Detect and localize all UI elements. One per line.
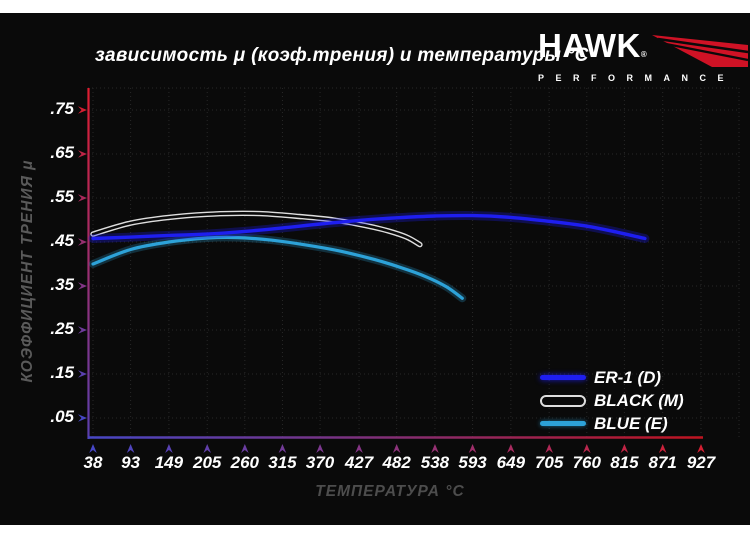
x-tick-label: 705 <box>534 453 564 472</box>
x-tick-arrow <box>507 444 515 453</box>
x-tick-label: 93 <box>121 453 141 472</box>
series-blue-line <box>91 235 464 300</box>
x-tick-arrow <box>658 444 667 453</box>
legend-swatch-black <box>540 394 586 407</box>
x-tick-arrow <box>278 444 287 453</box>
x-tick-label: 927 <box>686 453 716 472</box>
registered-mark: ® <box>640 50 648 59</box>
x-tick-arrow <box>468 444 477 453</box>
x-tick-label: 482 <box>382 453 411 472</box>
x-tick-label: 760 <box>572 453 601 472</box>
series-er1-line <box>91 213 647 241</box>
y-tick-label: .45 <box>50 231 74 250</box>
x-tick-arrow <box>355 444 363 453</box>
axes <box>87 88 703 439</box>
y-tick-label: .15 <box>50 363 74 382</box>
legend-row-black: BLACK (M) <box>540 389 684 412</box>
x-tick-arrow <box>582 444 591 453</box>
x-tick-arrow <box>89 444 97 453</box>
legend: ER-1 (D) BLACK (M) BLUE (E) <box>540 366 684 435</box>
y-tick-arrow <box>78 106 87 114</box>
x-tick-label: 260 <box>230 453 260 472</box>
y-tick-label: .05 <box>50 407 74 426</box>
y-tick-arrow <box>78 194 87 202</box>
y-tick-arrow <box>78 326 87 334</box>
x-tick-label: 593 <box>458 453 487 472</box>
x-tick-arrow <box>697 444 705 453</box>
x-tick-arrow <box>392 444 401 453</box>
x-tick-label: 649 <box>496 453 526 472</box>
x-tick-label: 370 <box>305 453 335 472</box>
y-tick-arrow <box>78 282 87 290</box>
series-black-core <box>91 212 422 246</box>
x-tick-label: 871 <box>648 453 677 472</box>
x-tick-label: 538 <box>420 453 450 472</box>
x-tick-label: 149 <box>154 453 184 472</box>
x-tick-label: 315 <box>268 453 297 472</box>
x-tick-arrow <box>431 444 439 453</box>
y-tick-arrow <box>78 414 87 422</box>
legend-label-black: BLACK (M) <box>594 390 684 410</box>
y-tick-arrow <box>78 238 87 246</box>
y-tick-label: .35 <box>50 275 74 294</box>
series-curves <box>88 210 650 303</box>
y-tick-label: .55 <box>50 187 74 206</box>
hawk-logo: HAWK® PERFORMANCE <box>538 29 750 83</box>
x-tick-arrow <box>316 444 324 453</box>
legend-label-blue: BLUE (E) <box>594 413 668 433</box>
x-axis-title: ТЕМПЕРАТУРА °C <box>315 483 465 500</box>
legend-row-blue: BLUE (E) <box>540 412 684 435</box>
x-tick-arrow <box>545 444 553 453</box>
x-tick-arrow <box>165 444 173 453</box>
gridlines <box>88 87 740 437</box>
y-tick-arrow <box>78 150 87 158</box>
hawk-subtitle: PERFORMANCE <box>538 73 736 83</box>
legend-row-er1: ER-1 (D) <box>540 366 684 389</box>
hawk-wing-icon <box>652 35 749 67</box>
y-tick-label: .75 <box>50 99 74 118</box>
tick-arrows <box>78 106 705 453</box>
x-tick-label: 815 <box>610 453 639 472</box>
x-tick-label: 205 <box>193 453 222 472</box>
x-tick-arrow <box>241 444 249 453</box>
x-tick-arrow <box>203 444 212 453</box>
x-tick-arrow <box>126 444 135 453</box>
y-tick-label: .65 <box>50 143 74 162</box>
legend-label-er1: ER-1 (D) <box>594 367 662 387</box>
x-tick-label: 38 <box>83 453 103 472</box>
x-tick-arrow <box>620 444 629 453</box>
chart-background <box>0 13 750 525</box>
y-tick-label: .25 <box>50 319 74 338</box>
y-tick-arrow <box>78 370 87 378</box>
x-tick-label: 427 <box>344 453 374 472</box>
page-title: зависимость μ (коэф.трения) и температур… <box>95 45 589 66</box>
legend-swatch-blue <box>540 421 586 426</box>
hawk-brand: HAWK® <box>538 29 750 71</box>
legend-swatch-er1 <box>540 375 586 380</box>
